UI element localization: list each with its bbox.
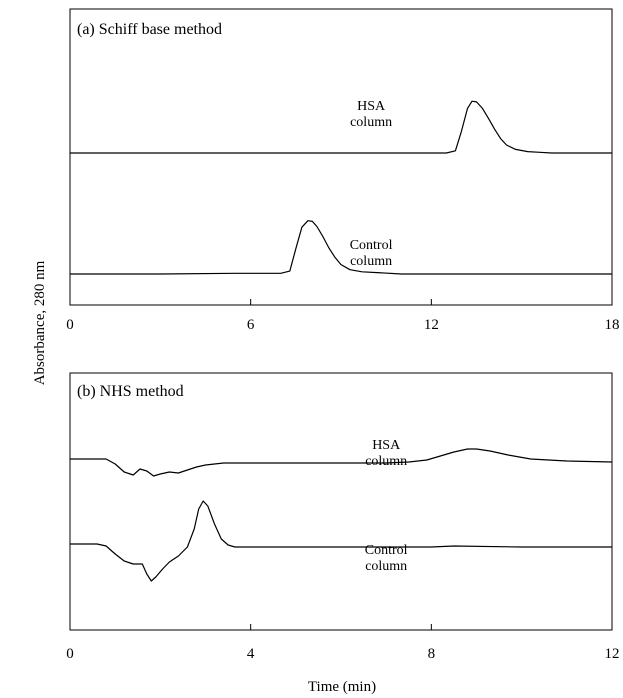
panel-b-label-hsa-line1: HSA — [372, 438, 401, 453]
panel-a-series-control-line — [70, 220, 612, 275]
panel-b-tick-label: 0 — [66, 646, 74, 662]
panel-b-label-control-line1: Control — [365, 543, 408, 558]
panel-b-label-hsa-line2: column — [365, 454, 407, 469]
panel-b-tick-label: 8 — [428, 646, 436, 662]
panel-a-tick-label: 6 — [247, 317, 255, 333]
panel-b-series-group — [70, 448, 613, 582]
panel-b-series-control-line — [70, 500, 612, 582]
panel-a-x-ticks: 0 6 12 18 — [66, 299, 620, 333]
panel-a-label-hsa-line2: column — [350, 115, 392, 130]
panel-b-frame — [69, 372, 613, 631]
panel-a-label-hsa-line1: HSA — [357, 99, 386, 114]
panel-a-title: (a) Schiff base method — [77, 21, 222, 38]
panel-a-tick-label: 12 — [424, 317, 439, 333]
panel-a: (a) Schiff base method HSAcolumnControlc… — [66, 8, 620, 333]
panel-a-label-control-line2: column — [350, 254, 392, 269]
panel-b-tick-label: 4 — [247, 646, 255, 662]
figure-xlabel: Time (min) — [308, 679, 376, 695]
panel-a-tick-label: 0 — [66, 317, 74, 333]
figure-ylabel: Absorbance, 280 nm — [32, 260, 48, 385]
panel-b-title: (b) NHS method — [77, 383, 184, 400]
panel-b-tick-label: 12 — [605, 646, 620, 662]
panel-a-label-control-line1: Control — [350, 238, 393, 253]
panel-b-x-ticks: 0 4 8 12 — [66, 624, 620, 662]
panel-b-series-hsa-line — [70, 448, 613, 477]
panel-a-frame — [69, 8, 613, 306]
panel-a-tick-label: 18 — [605, 317, 620, 333]
panel-b-label-control-line2: column — [365, 559, 407, 574]
panel-a-series-group — [70, 100, 612, 275]
panel-a-series-hsa-line — [70, 100, 612, 154]
